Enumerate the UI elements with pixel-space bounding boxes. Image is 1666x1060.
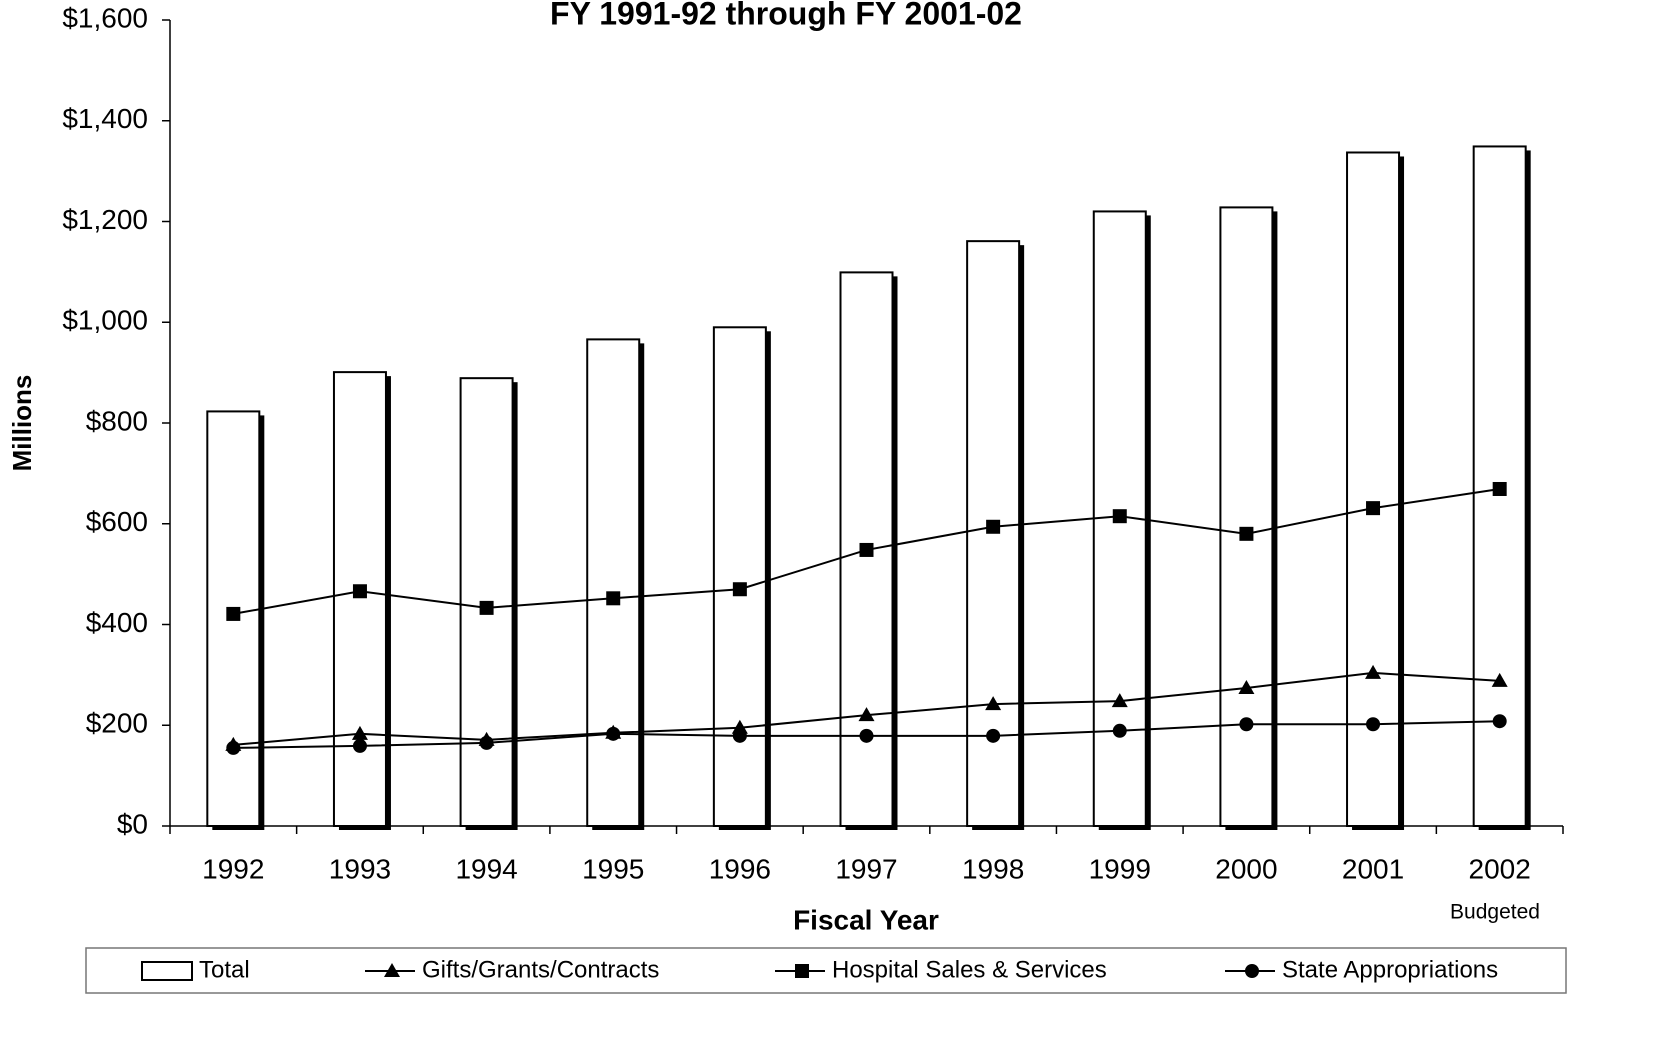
y-tick-label: $0 [117,808,148,839]
y-tick-label: $600 [86,506,148,537]
legend-marker [1245,964,1259,978]
line-marker [858,707,875,722]
legend-label: Gifts/Grants/Contracts [422,956,659,983]
bar [1219,206,1274,827]
line-marker [352,738,367,753]
x-tick-label: 2002 [1469,853,1531,884]
line-marker [1366,501,1381,516]
bar [1346,151,1401,827]
line-marker [732,728,747,743]
y-tick-label: $1,600 [62,2,148,33]
y-tick-label: $1,200 [62,204,148,235]
line-marker [859,728,874,743]
line-marker [351,725,368,740]
legend-marker [384,963,400,977]
line-marker [986,519,1001,534]
line-marker [606,591,621,606]
line-marker [1112,723,1127,738]
legend-label: State Appropriations [1282,956,1498,983]
line-marker [1111,693,1128,708]
legend-label: Total [199,956,250,983]
x-tick-label: 2000 [1215,853,1277,884]
y-tick-label: $1,400 [62,103,148,134]
line-marker [479,600,494,615]
x-tick-label: 1998 [962,853,1024,884]
line-marker [1491,672,1508,687]
line-marker [986,728,1001,743]
y-tick-label: $800 [86,405,148,436]
y-tick-label: $200 [86,708,148,739]
x-tick-label: 1993 [329,853,391,884]
line-marker [1365,664,1382,679]
x-axis-label: Fiscal Year [793,904,939,935]
bar [712,326,767,827]
line-marker [479,735,494,750]
line-marker [1112,509,1127,524]
y-axis-label: Millions [7,375,37,472]
line-marker [226,606,241,621]
x-tick-label: 1999 [1089,853,1151,884]
y-tick-label: $1,000 [62,305,148,336]
line-marker [606,726,621,741]
line-marker [1239,526,1254,541]
line-marker [1366,717,1381,732]
x-tick-label: 1996 [709,853,771,884]
line-marker [352,584,367,599]
x-tick-label: 1994 [455,853,517,884]
x-tick-label: 1992 [202,853,264,884]
legend-swatch [141,961,193,981]
bar [586,338,641,827]
line-marker [1239,717,1254,732]
legend-box [85,947,1567,994]
legend-marker [795,964,809,978]
legend-label: Hospital Sales & Services [832,956,1107,983]
x-tick-label: 2001 [1342,853,1404,884]
line-marker [1238,679,1255,694]
chart-title: FY 1991-92 through FY 2001-02 [550,0,1022,31]
line-marker [985,696,1002,711]
line-marker [1492,481,1507,496]
y-tick-label: $400 [86,607,148,638]
line-marker [226,740,241,755]
x-tick-label: 1995 [582,853,644,884]
line-marker [1492,714,1507,729]
line-marker [732,582,747,597]
x-tick-label: 1997 [835,853,897,884]
line-marker [859,542,874,557]
bar [332,371,387,827]
annotation: Budgeted [1450,901,1540,924]
